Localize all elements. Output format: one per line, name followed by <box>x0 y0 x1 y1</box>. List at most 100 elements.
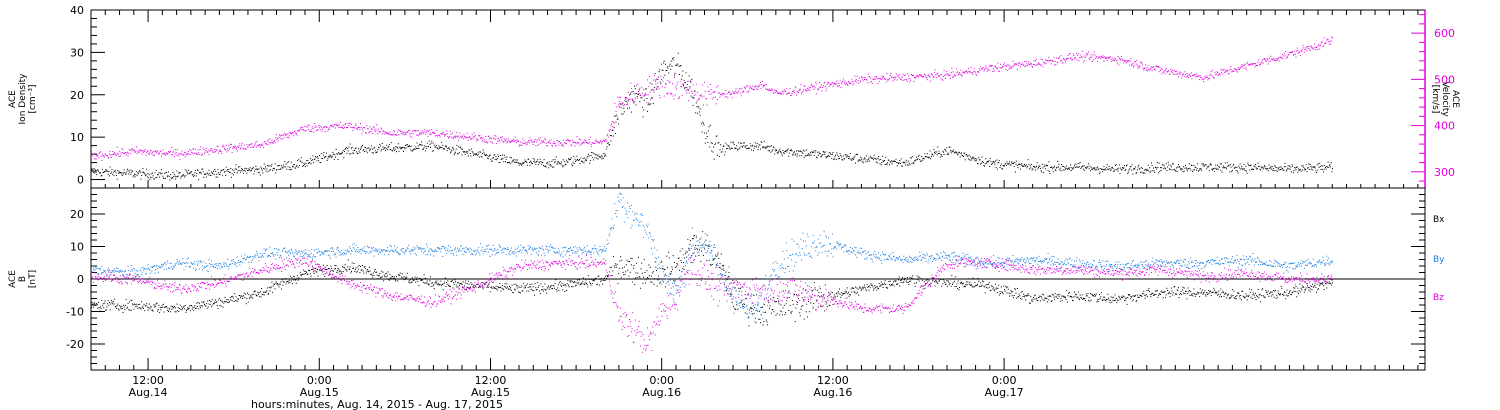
data-point <box>564 161 566 163</box>
data-point <box>1111 167 1113 169</box>
data-point <box>175 152 177 153</box>
data-point <box>629 98 631 100</box>
data-point <box>740 142 742 144</box>
data-point <box>145 154 147 156</box>
data-point <box>785 93 787 95</box>
data-point <box>605 140 607 142</box>
data-point <box>383 131 385 133</box>
data-point <box>780 93 782 95</box>
data-point <box>110 303 112 305</box>
data-point <box>105 169 107 171</box>
data-point <box>1082 61 1084 63</box>
data-point <box>721 94 723 96</box>
data-point <box>230 299 232 301</box>
data-point <box>778 151 779 153</box>
data-point <box>552 143 554 145</box>
data-point <box>352 152 354 154</box>
data-point <box>1163 71 1165 73</box>
data-point <box>909 164 911 166</box>
data-point <box>144 305 146 307</box>
data-point <box>1323 45 1325 47</box>
data-point <box>388 279 390 281</box>
data-point <box>1197 163 1199 165</box>
data-point <box>200 146 202 148</box>
data-point <box>631 258 633 260</box>
data-point <box>518 291 519 293</box>
data-point <box>1061 164 1063 165</box>
data-point <box>986 67 987 69</box>
data-point <box>193 153 195 155</box>
data-point <box>413 279 415 281</box>
data-point <box>1025 164 1027 166</box>
data-point <box>712 259 714 261</box>
data-point <box>234 293 236 295</box>
data-point <box>443 148 445 150</box>
data-point <box>1234 68 1236 70</box>
data-point <box>607 275 609 277</box>
data-point <box>544 283 546 285</box>
data-point <box>116 154 117 156</box>
data-point <box>1258 59 1260 61</box>
data-point <box>271 163 273 165</box>
data-point <box>482 288 484 290</box>
data-point <box>413 148 415 150</box>
data-point <box>625 101 627 103</box>
data-point <box>445 286 447 287</box>
data-point <box>910 157 912 159</box>
data-point <box>127 306 128 308</box>
data-point <box>705 239 707 241</box>
data-point <box>202 171 204 173</box>
data-point <box>646 102 648 104</box>
data-point <box>240 297 241 299</box>
data-point <box>580 143 582 145</box>
data-point <box>142 168 144 169</box>
data-point <box>512 159 514 161</box>
data-point <box>718 142 720 144</box>
data-point <box>525 142 526 144</box>
data-point <box>1265 168 1267 170</box>
data-point <box>241 298 243 299</box>
data-point <box>257 169 259 171</box>
data-point <box>359 272 361 274</box>
data-point <box>344 149 346 151</box>
data-point <box>322 128 324 130</box>
data-point <box>121 308 123 309</box>
data-point <box>211 148 213 150</box>
data-point <box>737 148 739 150</box>
data-point <box>598 142 600 144</box>
data-point <box>263 141 265 143</box>
density-axis-tick-label: 40 <box>70 4 84 17</box>
data-point <box>704 90 706 92</box>
data-point <box>259 174 261 176</box>
data-point <box>1025 60 1027 62</box>
data-point <box>91 306 92 308</box>
data-point <box>435 135 437 137</box>
data-point <box>806 154 808 156</box>
data-point <box>903 74 905 76</box>
data-point <box>692 84 694 86</box>
data-point <box>1275 60 1277 62</box>
data-point <box>718 257 720 259</box>
data-point <box>372 152 374 154</box>
data-point <box>212 304 214 306</box>
data-point <box>308 124 310 126</box>
data-point <box>1213 168 1215 169</box>
data-point <box>563 284 565 286</box>
data-point <box>1077 166 1079 168</box>
data-point <box>496 158 498 159</box>
data-point <box>346 127 348 129</box>
data-point <box>367 270 369 272</box>
data-point <box>467 155 469 157</box>
data-point <box>120 308 122 310</box>
data-point <box>1067 55 1069 56</box>
data-point <box>1142 67 1144 69</box>
data-point <box>413 148 415 150</box>
data-point <box>208 303 210 305</box>
data-point <box>324 275 326 277</box>
data-point <box>1130 166 1132 168</box>
data-point <box>96 302 98 304</box>
data-point <box>614 116 616 117</box>
data-point <box>725 90 727 92</box>
data-point <box>193 148 195 149</box>
data-point <box>724 275 726 276</box>
